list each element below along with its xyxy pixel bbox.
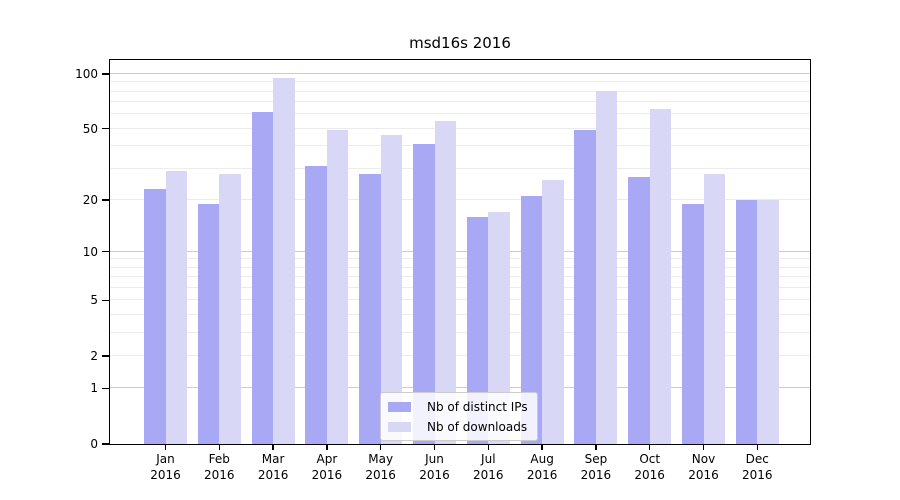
legend: Nb of distinct IPs Nb of downloads (380, 392, 538, 441)
y-tick (102, 355, 110, 357)
minor-gridline (110, 299, 810, 301)
x-tick (218, 444, 221, 450)
y-tick-label: 0 (90, 437, 98, 451)
legend-item-distinct-ips: Nb of distinct IPs (388, 398, 528, 415)
x-tick (433, 444, 436, 450)
bar-downloads (703, 173, 725, 444)
minor-gridline (110, 313, 810, 315)
x-tick (648, 444, 651, 450)
x-tick (379, 444, 382, 450)
x-tick (164, 444, 167, 450)
x-tick-label: Sep 2016 (580, 452, 612, 482)
x-tick (702, 444, 705, 450)
x-tick (595, 444, 597, 450)
minor-gridline (110, 198, 810, 200)
bar-distinct-ips (574, 130, 596, 444)
plot-area (110, 60, 810, 444)
x-tick (326, 444, 328, 450)
bar-distinct-ips (251, 111, 274, 444)
minor-gridline (110, 276, 810, 278)
x-tick-label: Oct 2016 (634, 452, 665, 482)
bar-distinct-ips (735, 199, 758, 444)
y-tick (102, 199, 110, 201)
x-tick-label: May 2016 (365, 452, 396, 482)
major-gridline (110, 250, 810, 252)
minor-gridline (110, 286, 810, 288)
bar-downloads (488, 212, 510, 444)
bar-distinct-ips (305, 166, 327, 444)
minor-gridline (110, 145, 810, 147)
bar-downloads (219, 173, 241, 444)
y-tick-label: 1 (90, 381, 98, 396)
y-tick-label: 100 (75, 66, 98, 81)
major-gridline (110, 72, 810, 74)
x-tick-label: Jun 2016 (419, 452, 450, 482)
bar-downloads (542, 179, 564, 444)
x-tick-label: Dec 2016 (742, 452, 773, 482)
x-tick-label: Mar 2016 (257, 452, 289, 482)
minor-gridline (110, 90, 810, 92)
bar-distinct-ips (682, 203, 704, 444)
x-tick-label: Nov 2016 (688, 452, 719, 482)
bar-downloads (273, 77, 295, 444)
x-tick-label: Apr 2016 (311, 452, 343, 482)
bar-distinct-ips (197, 203, 220, 444)
bar-downloads (434, 121, 456, 444)
legend-label-downloads: Nb of downloads (427, 419, 528, 434)
y-tick (102, 299, 110, 302)
y-tick (102, 73, 110, 75)
x-tick-label: Feb 2016 (204, 452, 235, 482)
legend-swatch-distinct-ips (388, 401, 411, 412)
y-tick-label: 5 (90, 293, 98, 308)
x-tick-label: Jul 2016 (473, 452, 504, 482)
x-tick-label: Jan 2016 (150, 452, 181, 482)
bar-downloads (649, 109, 672, 444)
x-tick (541, 444, 543, 450)
bar-distinct-ips (413, 144, 435, 444)
bar-downloads (757, 199, 779, 444)
bar-distinct-ips (628, 176, 650, 444)
bar-distinct-ips (359, 173, 381, 444)
bar-downloads (165, 171, 187, 444)
x-tick (756, 444, 759, 450)
minor-gridline (110, 113, 810, 115)
bar-downloads (595, 90, 618, 444)
minor-gridline (110, 127, 810, 129)
x-tick (487, 444, 490, 450)
bar-distinct-ips (144, 189, 166, 444)
y-tick-label: 10 (82, 244, 98, 259)
y-tick-label: 20 (82, 192, 98, 207)
bar-downloads (326, 130, 349, 444)
legend-item-downloads: Nb of downloads (388, 418, 528, 435)
x-tick-label: Aug 2016 (526, 452, 558, 482)
minor-gridline (110, 354, 810, 356)
y-tick (102, 443, 110, 445)
legend-swatch-downloads (388, 421, 411, 432)
minor-gridline (110, 331, 810, 333)
x-tick (272, 444, 274, 450)
minor-gridline (110, 167, 810, 169)
y-tick (102, 387, 110, 390)
major-gridline (110, 387, 810, 389)
minor-gridline (110, 258, 810, 260)
y-tick-label: 50 (82, 121, 98, 136)
y-tick (102, 250, 110, 253)
bar-distinct-ips (466, 216, 489, 444)
legend-label-distinct-ips: Nb of distinct IPs (427, 399, 528, 414)
minor-gridline (110, 266, 810, 268)
minor-gridline (110, 101, 810, 103)
chart-title: msd16s 2016 (409, 34, 511, 52)
y-tick-label: 2 (90, 348, 98, 363)
minor-gridline (110, 81, 810, 83)
bar-downloads (380, 135, 403, 444)
y-tick (102, 127, 110, 130)
bar-distinct-ips (520, 196, 543, 444)
